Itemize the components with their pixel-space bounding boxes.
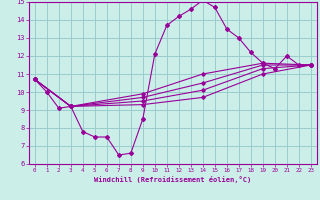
X-axis label: Windchill (Refroidissement éolien,°C): Windchill (Refroidissement éolien,°C) (94, 176, 252, 183)
